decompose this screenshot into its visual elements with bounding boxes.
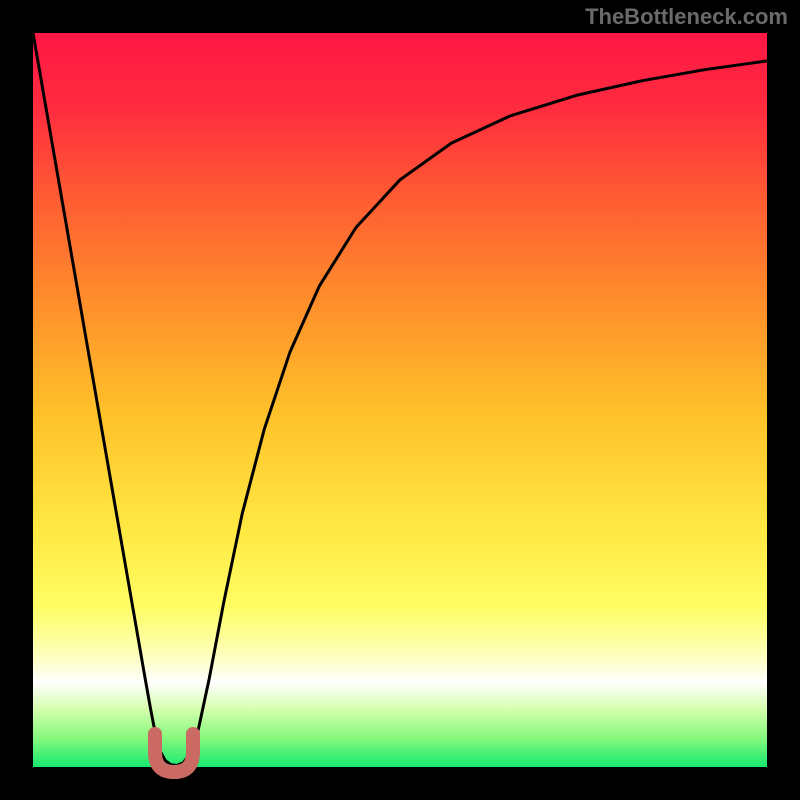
- bottleneck-curve: [33, 33, 767, 767]
- chart-container: TheBottleneck.com: [0, 0, 800, 800]
- plot-area: [33, 33, 767, 767]
- watermark-text: TheBottleneck.com: [585, 4, 788, 30]
